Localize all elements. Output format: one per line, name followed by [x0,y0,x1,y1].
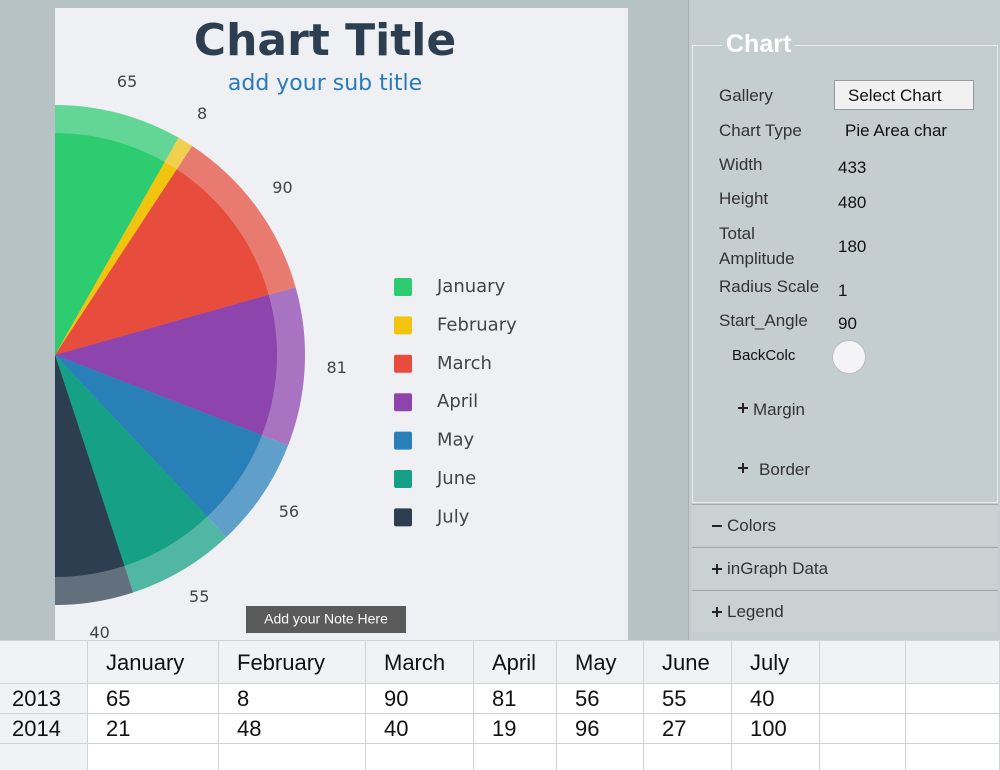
table-cell[interactable] [906,641,1000,684]
section-title[interactable]: Colors [727,516,776,536]
table-cell[interactable] [557,744,644,770]
table-cell[interactable] [219,744,366,770]
section[interactable]: Legend [692,590,998,632]
table-cell[interactable] [644,744,732,770]
legend-label: March [437,353,492,374]
subsection[interactable]: Border [759,460,810,480]
legend-label: January [436,276,506,297]
field-label: Height [719,189,768,209]
table-cell[interactable]: 100 [732,714,820,744]
table-cell[interactable] [820,684,906,714]
chart: Chart Title add your sub title Add your … [0,0,688,640]
legend-label: April [437,391,478,412]
data-label: 55 [189,587,209,606]
expand-icon[interactable] [712,607,722,617]
table-cell[interactable]: 21 [88,714,219,744]
table-cell[interactable]: June [644,641,732,684]
field-label: Radius Scale [719,277,819,297]
table-cell[interactable] [732,744,820,770]
expand-icon[interactable] [738,463,748,473]
field-value[interactable]: 1 [838,281,847,301]
fieldset [692,45,998,503]
table-cell[interactable]: 8 [219,684,366,714]
field-label: Start_Angle [719,311,808,331]
expand-icon[interactable] [738,403,748,413]
field-value[interactable]: Pie Area char [845,121,960,141]
table-cell[interactable] [820,714,906,744]
field-label: Gallery [719,86,773,106]
table-cell[interactable]: January [88,641,219,684]
table-cell[interactable] [366,744,474,770]
table-cell[interactable]: 40 [366,714,474,744]
legend-swatch [394,316,412,334]
legend-swatch [394,393,412,411]
legend-label: June [436,468,476,489]
table-cell[interactable]: February [219,641,366,684]
legend-label: February [437,314,517,335]
collapse-icon[interactable] [712,521,722,531]
table-cell[interactable]: 19 [474,714,557,744]
legend-swatch [394,508,412,526]
legend-swatch [394,278,412,296]
gallery-button-text[interactable]: Select Chart [848,86,942,106]
table-cell[interactable] [820,641,906,684]
table-cell[interactable]: 55 [644,684,732,714]
expand-icon[interactable] [712,564,722,574]
section-title[interactable]: inGraph Data [727,559,828,579]
table-cell[interactable]: 2014 [0,714,88,744]
field-label: BackColc [732,347,795,364]
table-cell[interactable]: 90 [366,684,474,714]
table-cell[interactable]: 56 [557,684,644,714]
table-cell[interactable]: 27 [644,714,732,744]
field-label: Total Amplitude [719,221,824,271]
table-cell[interactable]: 81 [474,684,557,714]
table-cell[interactable]: 65 [88,684,219,714]
field-label: Chart Type [719,121,802,141]
chart-title: Chart Title [194,15,456,66]
data-label: 56 [279,502,299,521]
table-cell[interactable]: March [366,641,474,684]
field-value[interactable]: 90 [838,314,857,334]
table-cell[interactable] [0,744,88,770]
chart-subtitle: add your sub title [228,71,422,96]
legend-swatch [394,432,412,450]
legend-swatch [394,355,412,373]
table-cell[interactable]: 2013 [0,684,88,714]
data-label: 40 [89,623,109,640]
field-value[interactable]: 433 [838,158,866,178]
table-cell[interactable] [906,744,1000,770]
data-label: 65 [117,72,137,91]
panel-title: Chart [722,30,795,59]
table-cell[interactable]: July [732,641,820,684]
field-value[interactable]: 180 [838,237,866,257]
legend-swatch [394,470,412,488]
table-cell[interactable] [88,744,219,770]
color-swatch[interactable] [832,340,866,374]
table-cell[interactable]: April [474,641,557,684]
table-cell[interactable]: 96 [557,714,644,744]
data-label: 8 [197,104,207,123]
table-cell[interactable] [820,744,906,770]
field-label: Width [719,155,762,175]
subsection[interactable]: Margin [753,400,805,420]
note[interactable]: Add your Note Here [264,611,388,627]
legend-label: May [437,430,475,451]
legend-label: July [436,506,470,527]
table-cell[interactable] [906,684,1000,714]
section[interactable]: inGraph Data [692,547,998,589]
table-cell[interactable] [906,714,1000,744]
table-cell[interactable]: May [557,641,644,684]
table-cell[interactable]: 48 [219,714,366,744]
section-title[interactable]: Legend [727,602,784,622]
data-label: 81 [326,358,346,377]
table-cell[interactable] [0,641,88,684]
table-cell[interactable] [474,744,557,770]
table-cell[interactable]: 40 [732,684,820,714]
section[interactable]: Colors [692,504,998,546]
field-value[interactable]: 480 [838,193,866,213]
data-label: 90 [272,178,292,197]
data-table: JanuaryFebruaryMarchAprilMayJuneJuly 2013… [0,640,1000,770]
